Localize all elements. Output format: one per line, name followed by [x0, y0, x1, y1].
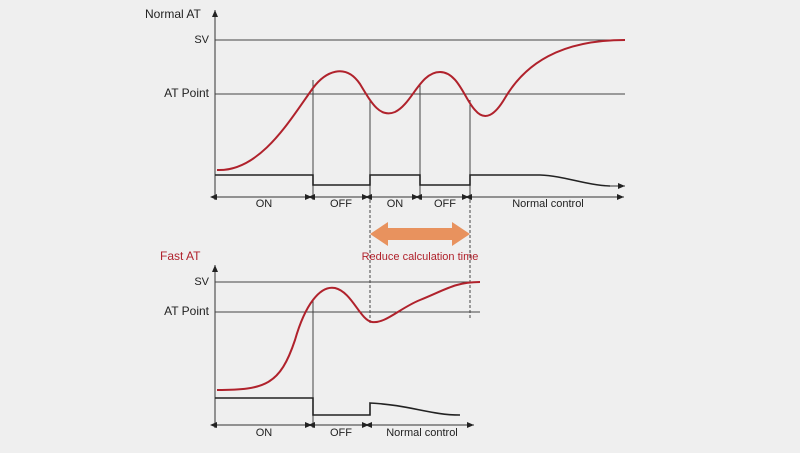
phase-label: OFF [330, 198, 352, 210]
phase-label: ON [256, 198, 273, 210]
at-point-label: AT Point [164, 86, 210, 100]
panel-title: Fast AT [160, 249, 201, 263]
at-point-label: AT Point [164, 304, 210, 318]
phase-label: Normal control [386, 427, 458, 439]
phase-label: OFF [330, 427, 352, 439]
sv-label: SV [194, 276, 209, 288]
phase-label: OFF [434, 198, 456, 210]
sv-label: SV [194, 34, 209, 46]
reduce-label: Reduce calculation time [362, 251, 479, 263]
reduce-indicator: Reduce calculation time [362, 200, 479, 325]
phase-label: ON [256, 427, 273, 439]
phase-label: ON [387, 198, 404, 210]
normal-at-panel: Normal AT SV AT Point ON OFF ON OFF Norm… [145, 7, 626, 210]
fast-at-panel: Fast AT SV AT Point ON OFF Normal contro… [160, 249, 481, 439]
phase-label: Normal control [512, 198, 584, 210]
panel-title: Normal AT [145, 7, 201, 21]
